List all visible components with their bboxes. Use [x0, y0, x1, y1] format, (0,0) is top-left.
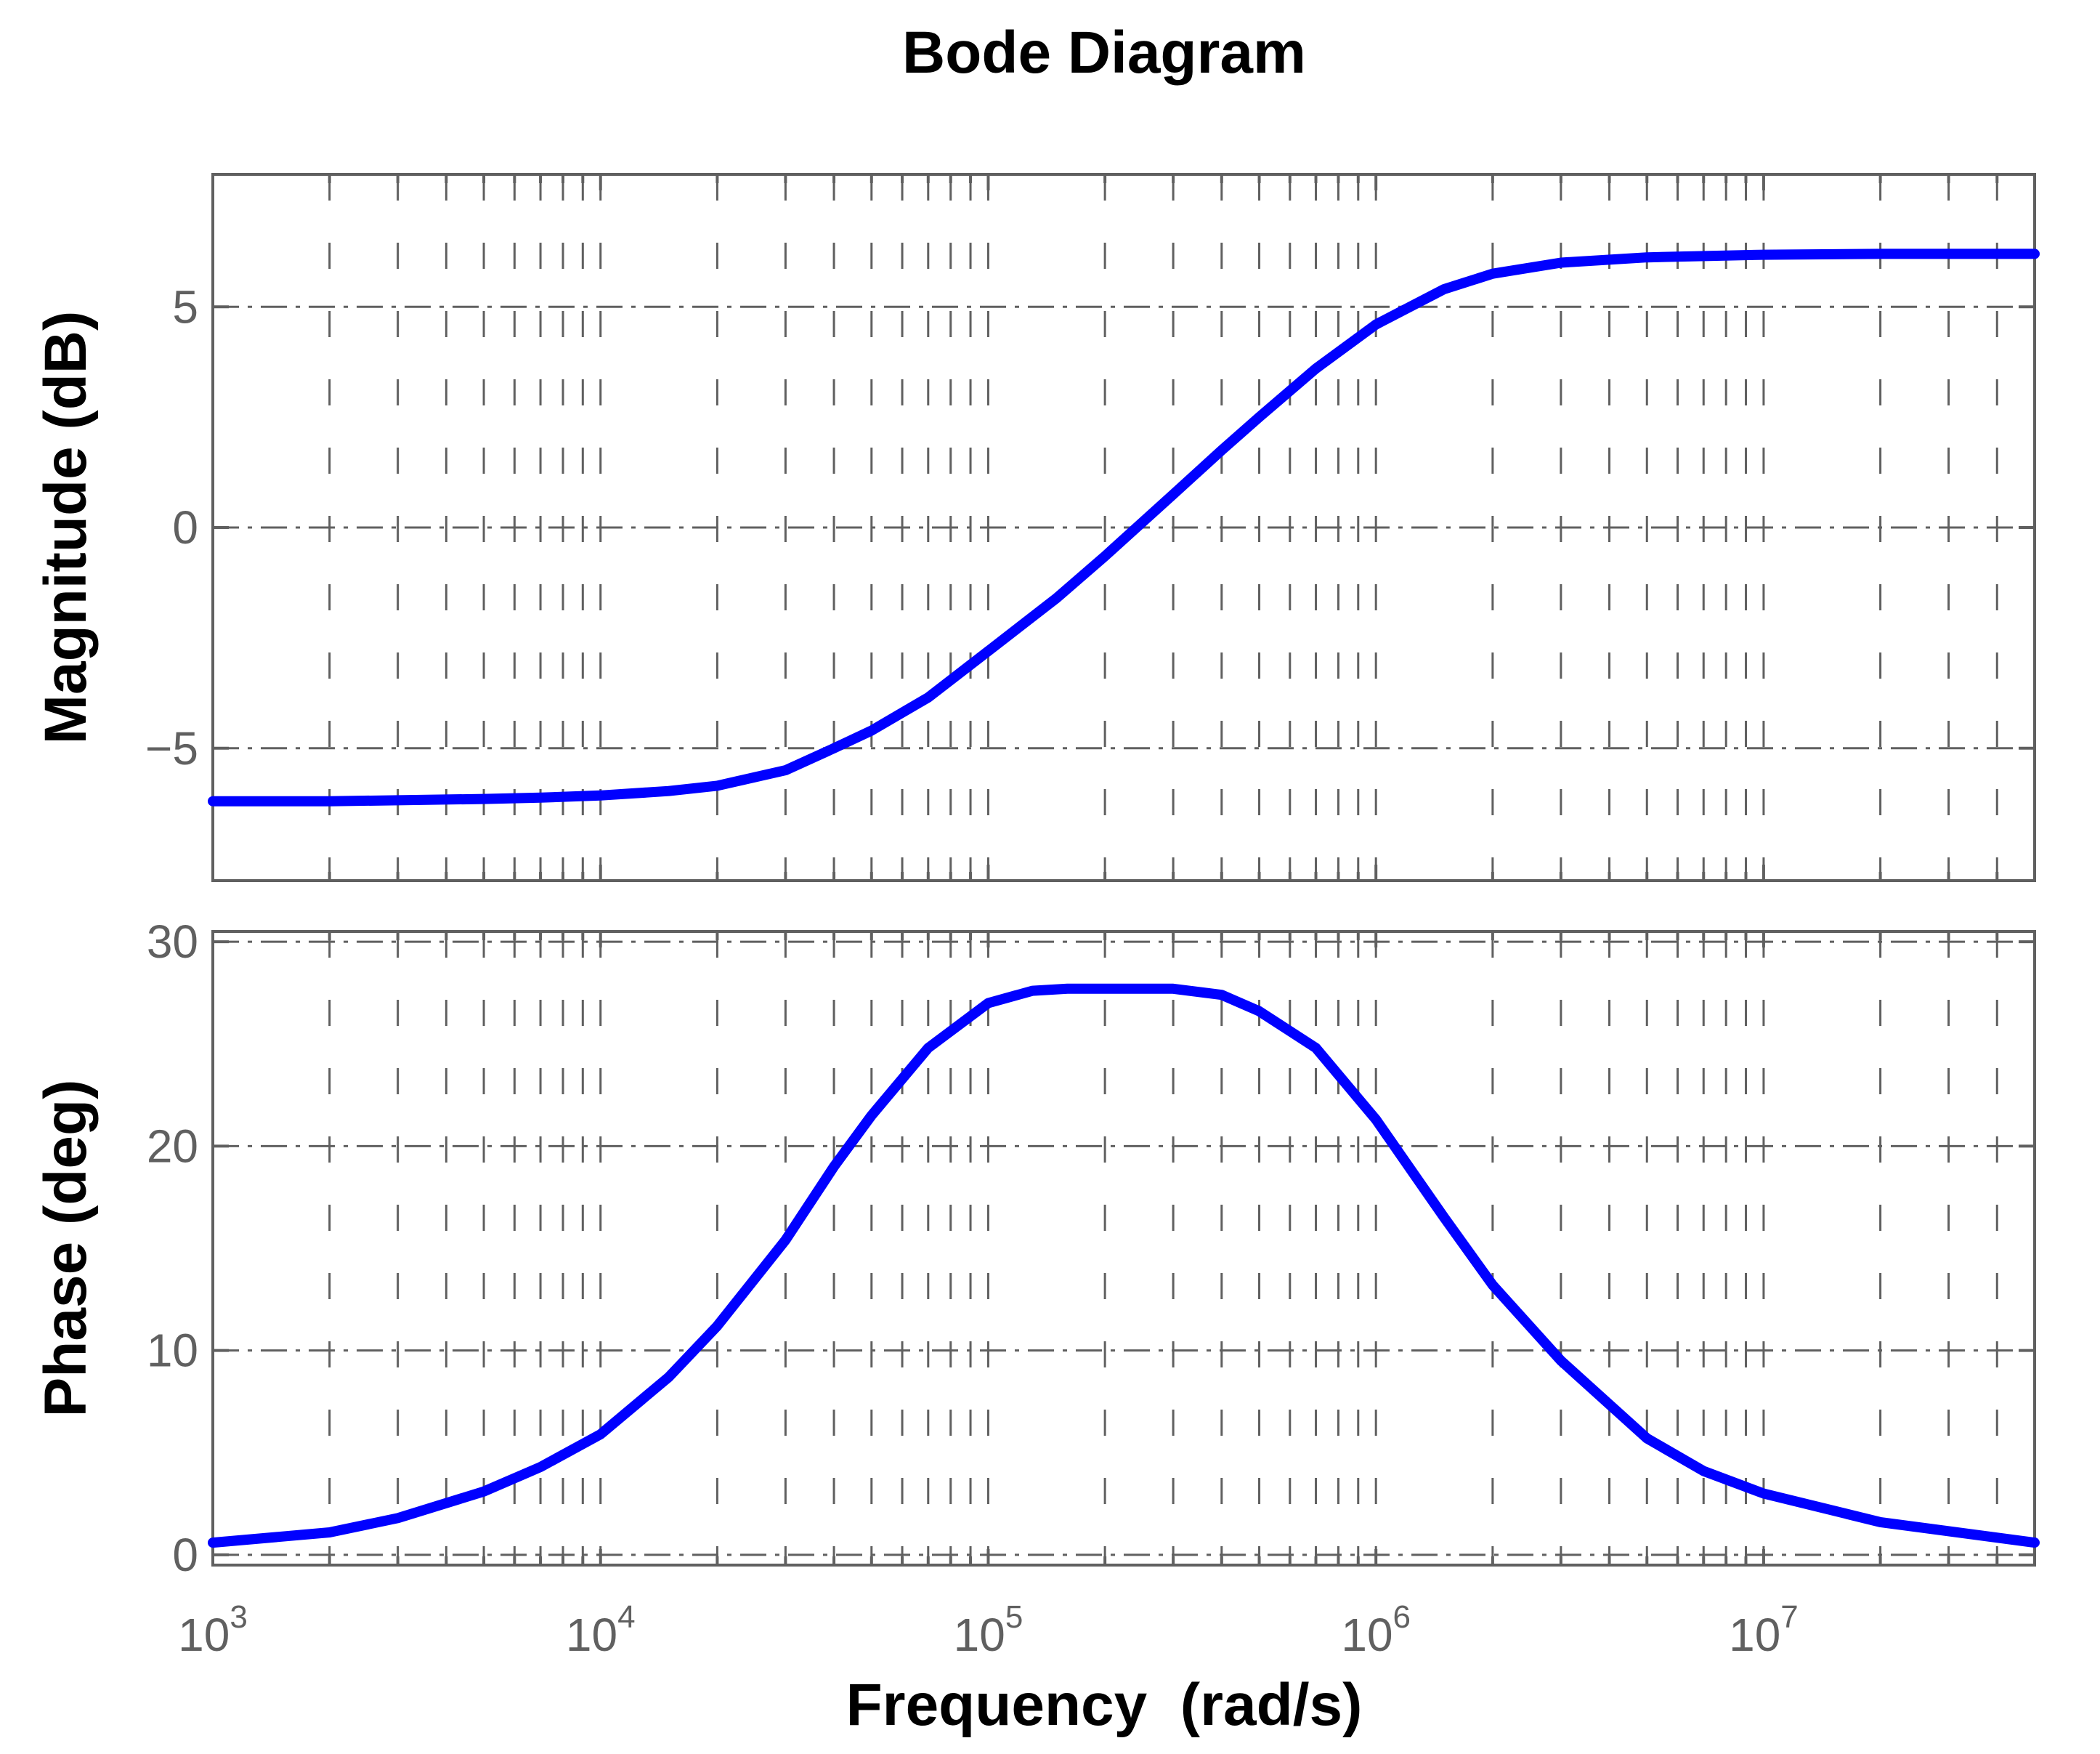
- x-tick-label: 103: [178, 1599, 248, 1661]
- chart-title: Bode Diagram: [902, 20, 1306, 86]
- phase-y-tick-label: 30: [147, 916, 198, 968]
- magnitude-grid: [213, 174, 2035, 881]
- phase-ylabel: Phase (deg): [33, 1080, 99, 1418]
- phase-y-tick-label: 0: [172, 1529, 198, 1581]
- x-tick-exponent: 7: [1780, 1599, 1798, 1635]
- magnitude-ylabel: Magnitude (dB): [33, 311, 99, 745]
- phase-y-tick-label: 10: [147, 1325, 198, 1377]
- x-tick-labels: 103 104 105 106 107: [178, 1599, 1799, 1661]
- x-tick-base: 10: [954, 1609, 1005, 1661]
- x-axis-label: Frequency (rad/s): [846, 1672, 1363, 1738]
- phase-ticks: [213, 931, 2035, 1565]
- x-tick-base: 10: [178, 1609, 230, 1661]
- magnitude-y-tick-label: −5: [145, 722, 198, 775]
- x-tick-label: 105: [954, 1599, 1023, 1661]
- x-tick-base: 10: [1341, 1609, 1392, 1661]
- phase-plot-frame: [211, 930, 2036, 1567]
- x-tick-label: 104: [566, 1599, 636, 1661]
- x-tick-label: 107: [1729, 1599, 1799, 1661]
- phase-y-tick-labels: 0 10 20 30: [147, 916, 198, 1581]
- phase-grid: [213, 931, 2035, 1565]
- magnitude-curve: [208, 248, 2040, 807]
- phase-y-tick-label: 20: [147, 1120, 198, 1172]
- magnitude-ticks: [213, 174, 2035, 881]
- x-tick-base: 10: [1729, 1609, 1780, 1661]
- x-tick-exponent: 6: [1393, 1599, 1411, 1635]
- magnitude-y-tick-labels: −5 0 5: [145, 280, 198, 775]
- x-tick-exponent: 5: [1005, 1599, 1023, 1635]
- magnitude-panel: −5 0 5 Magnitude (dB): [33, 173, 2040, 882]
- x-tick-label: 106: [1341, 1599, 1411, 1661]
- phase-curve: [208, 983, 2040, 1548]
- x-tick-exponent: 4: [617, 1599, 635, 1635]
- magnitude-y-tick-label: 5: [172, 280, 198, 333]
- x-tick-base: 10: [566, 1609, 617, 1661]
- magnitude-y-tick-label: 0: [172, 501, 198, 554]
- x-tick-exponent: 3: [230, 1599, 247, 1635]
- phase-panel: 0 10 20 30 Phase (deg): [33, 916, 2040, 1581]
